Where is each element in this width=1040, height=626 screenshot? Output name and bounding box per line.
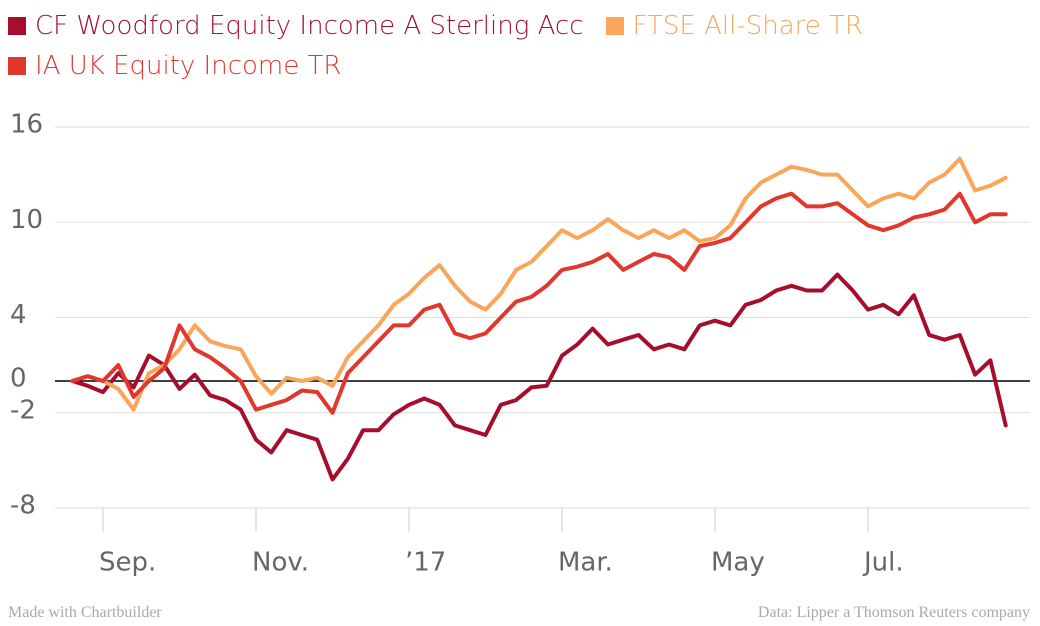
source: Data: Lipper a Thomson Reuters company: [757, 604, 1030, 621]
legend-item: IA UK Equity Income TR: [8, 48, 341, 84]
credit: Made with Chartbuilder: [8, 604, 162, 621]
y-tick-label: 4: [10, 300, 27, 330]
y-tick-label: 10: [10, 205, 43, 235]
legend: CF Woodford Equity Income A Sterling Acc…: [8, 8, 918, 84]
series-line: [70, 272, 1008, 482]
y-tick-label: 0: [10, 364, 27, 394]
legend-item: FTSE All-Share TR: [605, 8, 863, 44]
plot: 16 10 4 0-2 -8 Sep. Nov. ’17 Mar. May Jul.: [10, 110, 1030, 578]
x-tick-label: ’17: [405, 548, 446, 578]
legend-swatch: [8, 17, 26, 35]
legend-label: FTSE All-Share TR: [632, 11, 863, 41]
y-tick-label: 16: [10, 110, 43, 140]
legend-item: CF Woodford Equity Income A Sterling Acc: [8, 8, 584, 44]
x-tick-label: Sep.: [99, 548, 156, 578]
y-tick-label: -2: [10, 395, 36, 425]
legend-swatch: [605, 17, 624, 35]
x-tick-label: Mar.: [558, 548, 613, 578]
x-tick-label: Jul.: [862, 548, 904, 578]
legend-swatch: [8, 57, 26, 75]
series-line: [70, 156, 1008, 412]
legend-label: CF Woodford Equity Income A Sterling Acc: [35, 11, 584, 41]
legend-label: IA UK Equity Income TR: [35, 51, 342, 81]
y-tick-label: -8: [10, 491, 36, 521]
x-tick-label: Nov.: [252, 548, 309, 578]
series-line: [70, 191, 1008, 415]
x-tick-label: May: [711, 548, 765, 578]
